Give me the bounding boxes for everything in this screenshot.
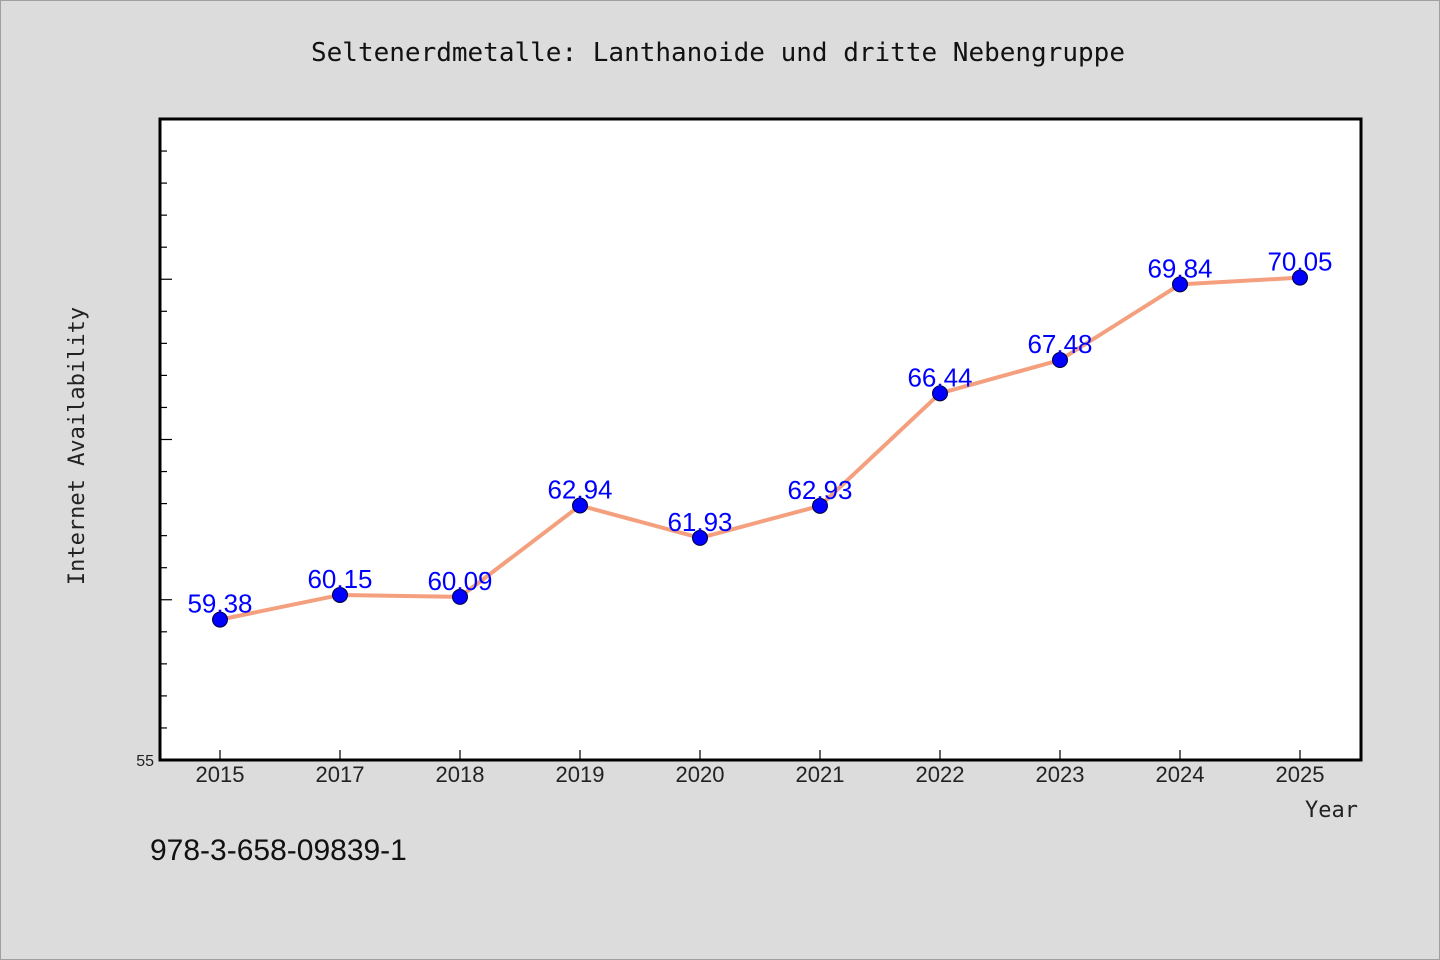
x-tick-label: 2021: [796, 762, 845, 787]
y-tick-label: 55: [136, 753, 154, 770]
chart-title: Seltenerdmetalle: Lanthanoide und dritte…: [311, 38, 1125, 68]
x-tick-label: 2015: [196, 762, 245, 787]
data-label: 66.44: [907, 362, 972, 392]
series-line: [218, 275, 1302, 622]
data-label: 60.15: [307, 564, 372, 594]
x-tick-label: 2024: [1156, 762, 1205, 787]
x-tick-label: 2022: [916, 762, 965, 787]
plot-area: [158, 117, 1363, 762]
data-point: [1292, 269, 1308, 286]
data-point: [812, 497, 828, 514]
x-axis-ticks: 2015 2017 2018 2019 2020 2021 2022 2023 2024 2025: [196, 750, 1325, 787]
data-point: [332, 586, 348, 603]
x-tick-label: 2017: [316, 762, 365, 787]
data-label: 69.84: [1147, 253, 1212, 283]
x-tick-label: 2019: [556, 762, 605, 787]
data-point: [452, 588, 468, 605]
data-label: 62.93: [787, 475, 852, 505]
data-label: 62.94: [547, 475, 612, 505]
x-tick-label: 2025: [1276, 762, 1325, 787]
data-point: [932, 385, 948, 402]
y-axis-ticks: 55: [136, 150, 172, 770]
data-point: [692, 529, 708, 546]
x-axis-label: Year: [1305, 798, 1358, 823]
data-point: [1172, 276, 1188, 293]
data-label: 59.38: [187, 589, 252, 619]
x-tick-label: 2023: [1036, 762, 1085, 787]
data-label: 70.05: [1267, 247, 1332, 277]
data-label: 61.93: [667, 507, 732, 537]
data-label: 67.48: [1027, 329, 1092, 359]
y-axis-label: Internet Availability: [65, 307, 90, 585]
data-point: [1052, 352, 1068, 369]
data-point: [212, 611, 228, 628]
data-label: 60.09: [427, 566, 492, 596]
series-layer: 59.38 60.15 60.09 62.94 61.93 62.93 66.44 67.48…: [187, 247, 1333, 628]
data-point: [572, 497, 588, 514]
x-tick-label: 2018: [436, 762, 485, 787]
x-tick-label: 2020: [676, 762, 725, 787]
footer-text: 978-3-658-09839-1: [150, 834, 407, 867]
